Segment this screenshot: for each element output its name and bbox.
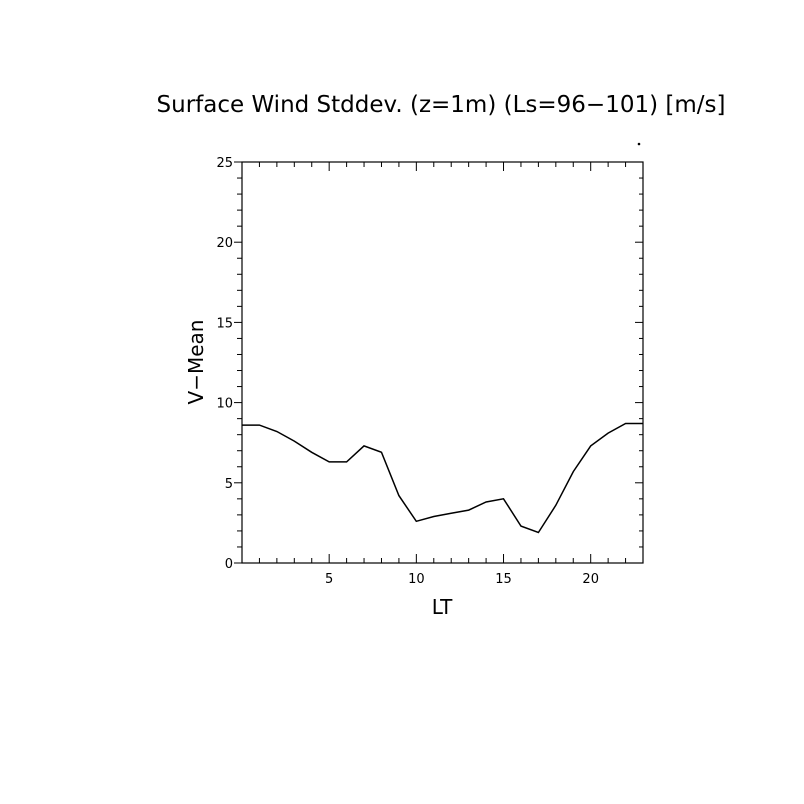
series-line	[242, 422, 643, 534]
x-tick-label: 10	[408, 572, 425, 587]
y-tick-label: 5	[225, 477, 233, 492]
x-tick-label: 15	[495, 572, 512, 587]
y-tick-label: 20	[216, 236, 233, 251]
x-tick-label: 5	[325, 572, 333, 587]
chart-title: Surface Wind Stddev. (z=1m) (Ls=96−101) …	[157, 92, 726, 118]
tick-labels: 5 10 15 20 0 5 10 15 20 25	[216, 156, 599, 587]
corner-dot	[637, 142, 641, 146]
y-axis-label: V−Mean	[184, 320, 208, 405]
y-tick-label: 15	[216, 316, 233, 331]
x-axis-label: LT	[432, 595, 453, 619]
plot-frame	[241, 161, 644, 564]
y-tick-label: 0	[225, 557, 233, 572]
x-tick-label: 20	[582, 572, 599, 587]
y-tick-label: 10	[216, 397, 233, 412]
tick-marks	[234, 161, 644, 564]
y-tick-label: 25	[216, 156, 233, 171]
